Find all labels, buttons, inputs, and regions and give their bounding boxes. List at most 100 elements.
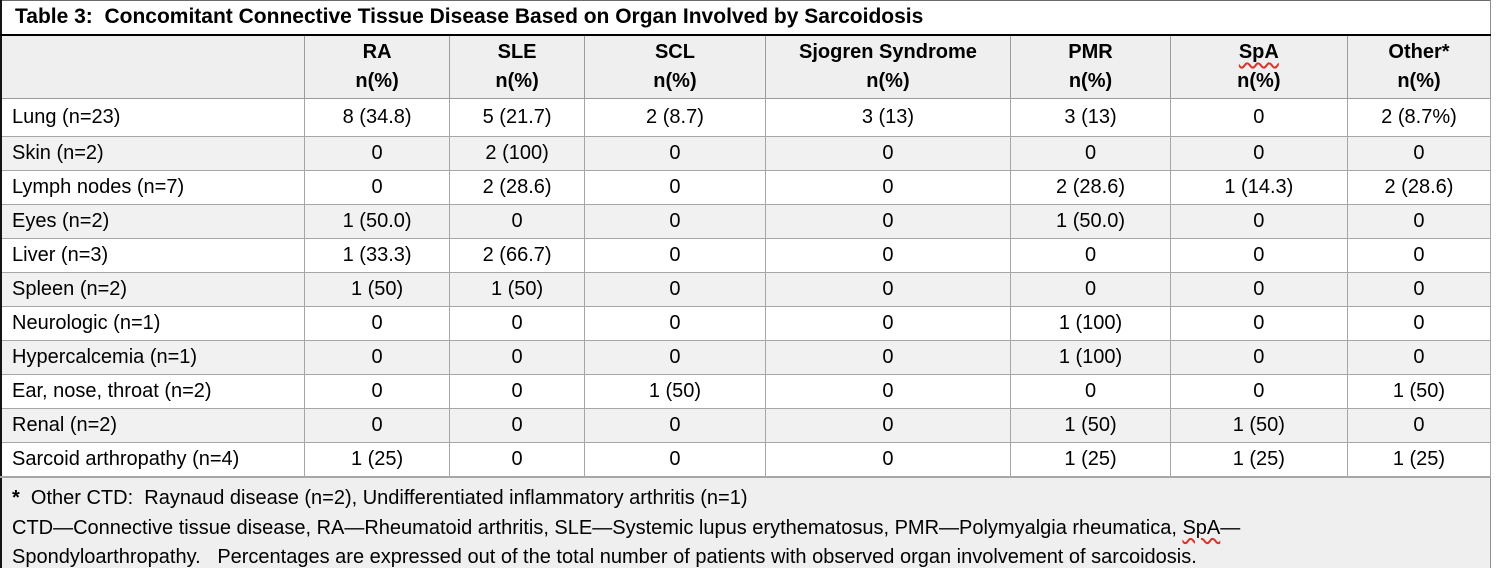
value-cell: 1 (25) — [304, 442, 450, 478]
table-row: Spleen (n=2) 1 (50) 1 (50) 0 0 0 0 0 — [0, 272, 1492, 307]
value-cell: 0 — [1346, 136, 1492, 171]
organ-label: Liver (n=3) — [0, 238, 306, 273]
footnote-other-ctd: * Other CTD: Raynaud disease (n=2), Undi… — [12, 484, 1480, 514]
value-cell: 2 (28.6) — [1346, 170, 1492, 205]
value-cell: 2 (100) — [448, 136, 586, 171]
value-cell: 0 — [764, 204, 1012, 239]
value-cell: 0 — [1169, 136, 1348, 171]
value-cell: 1 (50) — [1010, 408, 1171, 443]
value-cell: 0 — [764, 170, 1012, 205]
table-row: Hypercalcemia (n=1) 0 0 0 0 1 (100) 0 0 — [0, 340, 1492, 375]
organ-label: Neurologic (n=1) — [0, 306, 306, 341]
organ-label: Sarcoid arthropathy (n=4) — [0, 442, 306, 478]
value-cell: 0 — [304, 374, 450, 409]
value-cell: 0 — [764, 408, 1012, 443]
value-cell: 3 (13) — [764, 98, 1012, 137]
value-cell: 1 (14.3) — [1169, 170, 1348, 205]
value-cell: 0 — [584, 442, 766, 478]
column-header-ra: RA n(%) — [304, 35, 450, 99]
value-cell: 0 — [1169, 238, 1348, 273]
value-cell: 2 (8.7%) — [1346, 98, 1492, 137]
value-cell: 0 — [1346, 238, 1492, 273]
value-cell: 0 — [1169, 374, 1348, 409]
value-cell: 2 (28.6) — [448, 170, 586, 205]
value-cell: 1 (50) — [1346, 374, 1492, 409]
value-cell: 1 (50) — [1169, 408, 1348, 443]
column-header-other: Other* n(%) — [1346, 35, 1492, 99]
value-cell: 0 — [304, 136, 450, 171]
table-row: Sarcoid arthropathy (n=4) 1 (25) 0 0 0 1 (25)… — [0, 442, 1492, 478]
value-cell: 0 — [764, 306, 1012, 341]
value-cell: 0 — [304, 408, 450, 443]
footnote-abbrev-dash: — — [1220, 516, 1241, 539]
table-row: Ear, nose, throat (n=2) 0 0 1 (50) 0 0 0 1 (50) — [0, 374, 1492, 409]
organ-label: Hypercalcemia (n=1) — [0, 340, 306, 375]
value-cell: 0 — [1010, 136, 1171, 171]
table-row: Lung (n=23) 8 (34.8) 5 (21.7) 2 (8.7) 3 (13)… — [0, 98, 1492, 137]
column-sublabel: n(%) — [355, 70, 399, 92]
table-row: Liver (n=3) 1 (33.3) 2 (66.7) 0 0 0 0 0 — [0, 238, 1492, 273]
column-label: Other* — [1388, 41, 1450, 63]
column-header-pmr: PMR n(%) — [1010, 35, 1171, 99]
footnote-row: * Other CTD: Raynaud disease (n=2), Undi… — [1, 476, 1491, 568]
value-cell: 0 — [1346, 306, 1492, 341]
table-row: Neurologic (n=1) 0 0 0 0 1 (100) 0 0 — [0, 306, 1492, 341]
value-cell: 2 (28.6) — [1010, 170, 1171, 205]
value-cell: 0 — [1169, 272, 1348, 307]
value-cell: 0 — [1010, 238, 1171, 273]
column-label: SLE — [497, 41, 537, 63]
value-cell: 0 — [764, 442, 1012, 478]
organ-label: Lung (n=23) — [0, 98, 306, 137]
table-row: Renal (n=2) 0 0 0 0 1 (50) 1 (50) 0 — [0, 408, 1492, 443]
value-cell: 1 (50.0) — [1010, 204, 1171, 239]
column-label: PMR — [1068, 41, 1113, 63]
organ-label: Skin (n=2) — [0, 136, 306, 171]
value-cell: 0 — [764, 238, 1012, 273]
footnote-continuation: Spondyloarthropathy. Percentages are exp… — [12, 546, 1197, 568]
value-cell: 0 — [448, 306, 586, 341]
value-cell: 0 — [448, 340, 586, 375]
value-cell: 0 — [584, 136, 766, 171]
column-sublabel: n(%) — [1068, 70, 1113, 92]
value-cell: 1 (50.0) — [304, 204, 450, 239]
value-cell: 3 (13) — [1010, 98, 1171, 137]
value-cell: 0 — [1169, 204, 1348, 239]
column-header-spa: SpA n(%) — [1169, 35, 1348, 99]
value-cell: 1 (25) — [1010, 442, 1171, 478]
footnote-asterisk: * — [12, 487, 20, 509]
column-header-scl: SCL n(%) — [584, 35, 766, 99]
value-cell: 0 — [584, 340, 766, 375]
organ-label: Spleen (n=2) — [0, 272, 306, 307]
organ-label: Lymph nodes (n=7) — [0, 170, 306, 205]
value-cell: 0 — [584, 272, 766, 307]
value-cell: 1 (50) — [448, 272, 586, 307]
value-cell: 1 (100) — [1010, 340, 1171, 375]
value-cell: 8 (34.8) — [304, 98, 450, 137]
value-cell: 0 — [584, 306, 766, 341]
column-header-sle: SLE n(%) — [448, 35, 586, 99]
footnote-abbrev-text: CTD—Connective tissue disease, RA—Rheuma… — [12, 516, 1183, 539]
value-cell: 0 — [584, 408, 766, 443]
value-cell: 0 — [1346, 272, 1492, 307]
table-row: Eyes (n=2) 1 (50.0) 0 0 0 1 (50.0) 0 0 — [0, 204, 1492, 239]
value-cell: 1 (33.3) — [304, 238, 450, 273]
value-cell: 0 — [1169, 98, 1348, 137]
footnote-spa-misspelled: SpA — [1182, 516, 1221, 539]
column-sublabel: n(%) — [653, 70, 697, 92]
footnote-other-ctd-text: Other CTD: Raynaud disease (n=2), Undiff… — [19, 487, 748, 509]
value-cell: 0 — [1346, 408, 1492, 443]
column-header-row: RA n(%) SLE n(%) SCL n(%) Sjogren Syndrome n(%)… — [0, 35, 1492, 99]
table-row: Skin (n=2) 0 2 (100) 0 0 0 0 0 — [0, 136, 1492, 171]
column-label: SCL — [654, 41, 695, 63]
value-cell: 0 — [1346, 204, 1492, 239]
value-cell: 0 — [304, 170, 450, 205]
column-sublabel: n(%) — [866, 70, 910, 92]
value-cell: 5 (21.7) — [448, 98, 586, 137]
column-header-sjogren-syndrome: Sjogren Syndrome n(%) — [764, 35, 1012, 99]
value-cell: 0 — [764, 272, 1012, 307]
organ-label: Eyes (n=2) — [0, 204, 306, 239]
value-cell: 0 — [764, 136, 1012, 171]
value-cell: 1 (25) — [1169, 442, 1348, 478]
